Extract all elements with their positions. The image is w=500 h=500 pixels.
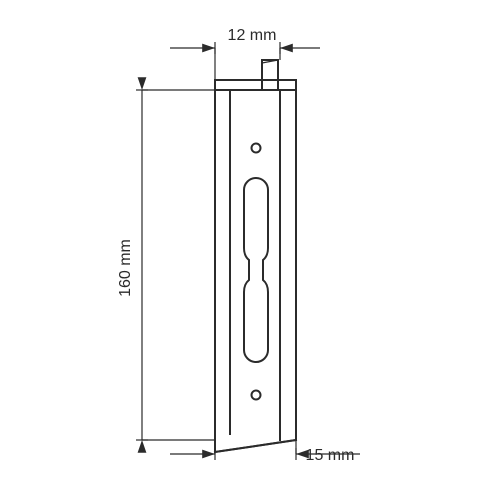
- top-section-hatch: [215, 80, 296, 90]
- dim-height: 160 mm: [117, 239, 134, 297]
- dim-arrow: [138, 77, 147, 90]
- plate-bevel: [215, 440, 296, 452]
- dim-arrow: [138, 440, 147, 453]
- dim-width-top: 12 mm: [228, 27, 277, 44]
- dim-width-bottom: 15 mm: [306, 447, 355, 464]
- lever-slot: [244, 178, 268, 362]
- screw-hole-bottom: [252, 391, 261, 400]
- dim-arrow: [202, 44, 215, 53]
- bolt-pin: [262, 60, 278, 90]
- dim-arrow: [202, 450, 215, 459]
- technical-drawing: 12 mm 15 mm 160 mm: [0, 0, 500, 500]
- dim-arrow: [280, 44, 293, 53]
- screw-hole-top: [252, 144, 261, 153]
